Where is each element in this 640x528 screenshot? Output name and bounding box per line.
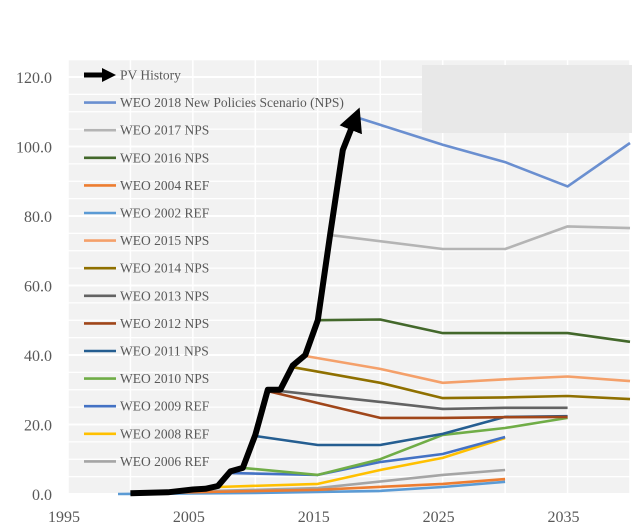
legend-item: WEO 2006 REF — [84, 454, 210, 469]
series-line-weo-2012-nps — [267, 389, 568, 420]
legend-label: WEO 2004 REF — [120, 178, 210, 193]
legend-label: WEO 2008 REF — [120, 426, 210, 441]
legend-label: WEO 2012 NPS — [120, 316, 209, 331]
y-tick-label: 80.0 — [24, 209, 52, 226]
series-line-weo-2018-new-policies-scenario-nps — [354, 115, 631, 188]
series-line-weo-2002-ref — [117, 480, 506, 496]
series-line-pv-history — [130, 107, 362, 497]
series-line-weo-2015-nps — [305, 354, 631, 385]
legend-label: WEO 2017 NPS — [120, 123, 209, 138]
legend-item: WEO 2010 NPS — [84, 371, 209, 386]
series-line-weo-2014-nps — [292, 365, 631, 401]
series-line-weo-2004-ref — [155, 477, 506, 495]
y-tick-label: 100.0 — [16, 139, 52, 156]
legend-item: WEO 2009 REF — [84, 399, 210, 414]
y-tick-label: 60.0 — [24, 278, 52, 295]
x-axis-ticks: 1995 2005 2015 2025 2035 — [48, 509, 580, 526]
y-tick-label: 0.0 — [32, 487, 52, 504]
blank-overlay-box — [422, 65, 632, 133]
legend-label: WEO 2010 NPS — [120, 371, 209, 386]
series-line-weo-2017-nps — [330, 225, 631, 251]
series-line-weo-2016-nps — [317, 318, 631, 344]
legend-item: WEO 2008 REF — [84, 426, 210, 441]
x-tick-label: 2005 — [173, 509, 205, 526]
legend-item: WEO 2013 NPS — [84, 288, 209, 303]
x-tick-label: 2015 — [298, 509, 330, 526]
legend-label: WEO 2015 NPS — [120, 233, 209, 248]
legend-item: PV History — [84, 68, 181, 83]
legend-label: WEO 2013 NPS — [120, 288, 209, 303]
x-tick-label: 2035 — [548, 509, 580, 526]
y-axis-ticks: 0.0 20.0 40.0 60.0 80.0 100.0 120.0 — [16, 70, 52, 504]
legend-label: WEO 2016 NPS — [120, 150, 209, 165]
legend-label: WEO 2009 REF — [120, 399, 210, 414]
y-tick-label: 40.0 — [24, 348, 52, 365]
legend: PV History WEO 2018 New Policies Scenario… — [84, 68, 344, 469]
legend-item: WEO 2015 NPS — [84, 233, 209, 248]
legend-item: WEO 2011 NPS — [84, 344, 209, 359]
series-line-weo-2010-nps — [242, 416, 568, 477]
legend-item: WEO 2017 NPS — [84, 123, 209, 138]
legend-item: WEO 2014 NPS — [84, 261, 209, 276]
legend-item: WEO 2004 REF — [84, 178, 210, 193]
series-line-weo-2013-nps — [280, 389, 568, 411]
series-line-weo-2009-ref — [230, 435, 506, 477]
legend-label: WEO 2018 New Policies Scenario (NPS) — [120, 95, 344, 110]
y-tick-label: 120.0 — [16, 70, 52, 87]
legend-item: WEO 2018 New Policies Scenario (NPS) — [84, 95, 344, 110]
legend-item: WEO 2012 NPS — [84, 316, 209, 331]
legend-label: WEO 2011 NPS — [120, 344, 209, 359]
legend-label: WEO 2014 NPS — [120, 261, 209, 276]
x-tick-label: 1995 — [48, 509, 80, 526]
legend-label: WEO 2002 REF — [120, 206, 210, 221]
x-tick-label: 2025 — [423, 509, 455, 526]
series-lines — [117, 107, 631, 497]
legend-label: PV History — [120, 68, 181, 83]
legend-arrowhead-icon — [102, 68, 116, 82]
y-tick-label: 20.0 — [24, 417, 52, 434]
legend-item: WEO 2016 NPS — [84, 150, 209, 165]
series-line-weo-2008-ref — [217, 436, 506, 489]
legend-item: WEO 2002 REF — [84, 206, 210, 221]
legend-label: WEO 2006 REF — [120, 454, 210, 469]
